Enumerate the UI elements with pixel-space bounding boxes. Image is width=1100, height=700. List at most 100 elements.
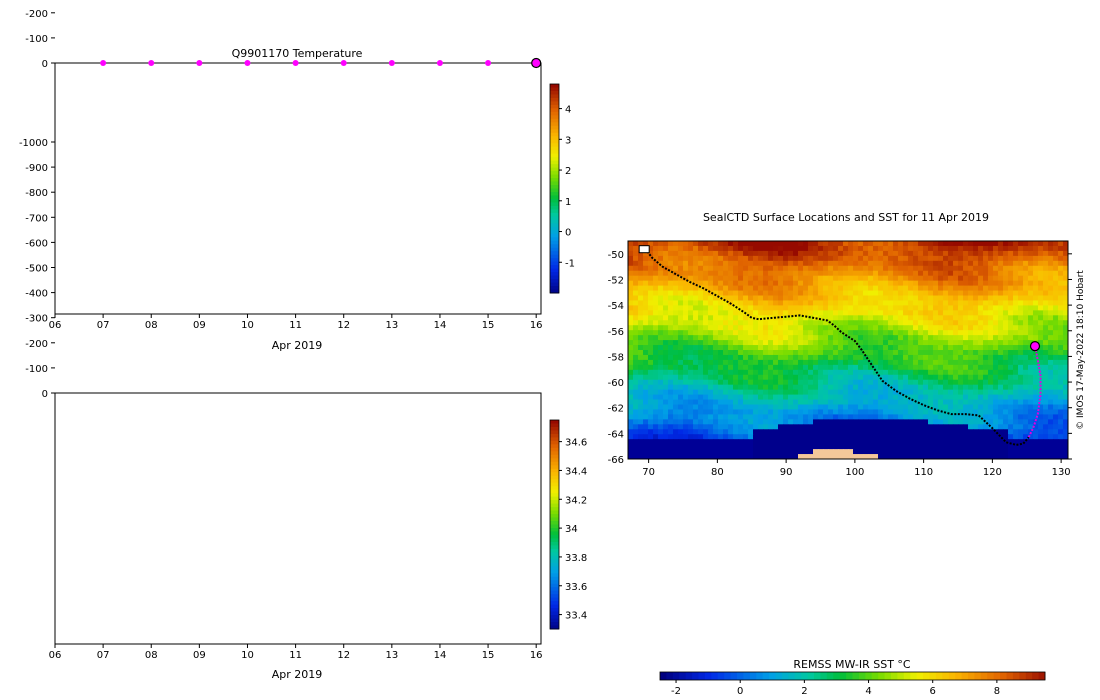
profile-marker bbox=[292, 60, 299, 66]
current-profile-marker bbox=[531, 57, 542, 69]
colorbar-segment bbox=[550, 601, 559, 606]
x-tick-label: 12 bbox=[337, 320, 350, 331]
x-tick-label: 09 bbox=[193, 320, 206, 331]
colorbar-segment bbox=[550, 507, 559, 512]
colorbar-segment bbox=[550, 132, 559, 137]
colorbar-segment bbox=[550, 597, 559, 602]
colorbar-segment bbox=[550, 531, 559, 536]
colorbar-segment bbox=[550, 500, 559, 505]
temperature-axes: 06 07 08 09 10 11 12 13 14 15 16 0 -100 -200 -300 -400 -… bbox=[25, 9, 543, 331]
colorbar-segment bbox=[550, 150, 559, 155]
colorbar-tick-label: 2 bbox=[565, 166, 571, 177]
colorbar-segment bbox=[550, 188, 559, 193]
colorbar-segment bbox=[550, 202, 559, 207]
temperature-profile-markers bbox=[100, 57, 542, 69]
colorbar-segment bbox=[550, 503, 559, 508]
y-tick-label: -100 bbox=[25, 34, 48, 45]
colorbar-segment bbox=[550, 129, 559, 134]
x-tick-label: 16 bbox=[530, 320, 543, 331]
colorbar-segment bbox=[550, 569, 559, 574]
colorbar-segment bbox=[550, 146, 559, 151]
colorbar-segment bbox=[550, 611, 559, 616]
colorbar-segment bbox=[550, 517, 559, 522]
y-tick-label: -700 bbox=[25, 213, 48, 224]
colorbar-segment bbox=[550, 272, 559, 277]
y-tick-label: -900 bbox=[25, 163, 48, 174]
colorbar-tick-label: 0 bbox=[565, 228, 571, 239]
colorbar-tick-label: 33.6 bbox=[565, 582, 587, 593]
colorbar-segment bbox=[550, 524, 559, 529]
x-tick-label: 14 bbox=[434, 320, 447, 331]
y-tick-label: -400 bbox=[25, 289, 48, 300]
colorbar-segment bbox=[550, 486, 559, 491]
x-tick-label: 13 bbox=[385, 320, 398, 331]
colorbar-segment bbox=[550, 451, 559, 456]
x-tick-label: 07 bbox=[97, 320, 110, 331]
colorbar-segment bbox=[550, 219, 559, 224]
colorbar-segment bbox=[550, 548, 559, 553]
colorbar-segment bbox=[550, 514, 559, 519]
colorbar-segment bbox=[550, 420, 559, 424]
profile-marker bbox=[196, 60, 203, 66]
colorbar-segment bbox=[550, 430, 559, 435]
colorbar-segment bbox=[550, 608, 559, 613]
y-tick-label: -1000 bbox=[19, 138, 48, 149]
x-tick-label: 13 bbox=[385, 650, 398, 661]
y-tick-label: 0 bbox=[42, 59, 48, 70]
colorbar-segment bbox=[550, 594, 559, 599]
colorbar-segment bbox=[550, 573, 559, 578]
colorbar-tick-label: 34.2 bbox=[565, 495, 587, 506]
colorbar-segment bbox=[550, 286, 559, 291]
colorbar-segment bbox=[550, 265, 559, 270]
colorbar-segment bbox=[550, 84, 559, 88]
colorbar-segment bbox=[550, 118, 559, 123]
colorbar-segment bbox=[550, 510, 559, 515]
colorbar-segment bbox=[550, 479, 559, 484]
colorbar-segment bbox=[550, 108, 559, 113]
colorbar-segment bbox=[550, 139, 559, 144]
colorbar-segment bbox=[550, 233, 559, 238]
temperature-x-label: Apr 2019 bbox=[272, 339, 323, 352]
y-tick-label: -200 bbox=[25, 339, 48, 350]
x-tick-label: 16 bbox=[530, 650, 543, 661]
colorbar-tick-label: -1 bbox=[565, 258, 575, 269]
colorbar-segment bbox=[550, 489, 559, 494]
colorbar-segment bbox=[550, 440, 559, 445]
colorbar-segment bbox=[550, 237, 559, 242]
colorbar-segment bbox=[550, 282, 559, 287]
colorbar-segment bbox=[550, 289, 559, 294]
temperature-plot-frame bbox=[54, 62, 542, 315]
x-tick-label: 15 bbox=[482, 320, 495, 331]
colorbar-segment bbox=[550, 251, 559, 256]
temperature-title: Q9901170 Temperature bbox=[232, 47, 363, 60]
profile-marker bbox=[340, 60, 347, 66]
colorbar-segment bbox=[550, 268, 559, 273]
colorbar-segment bbox=[550, 90, 559, 95]
colorbar-segment bbox=[550, 493, 559, 498]
colorbar-segment bbox=[550, 212, 559, 217]
colorbar-segment bbox=[550, 223, 559, 228]
profile-marker bbox=[244, 60, 251, 66]
salinity-plot-frame bbox=[54, 392, 542, 645]
colorbar-segment bbox=[550, 205, 559, 210]
colorbar-segment bbox=[550, 465, 559, 470]
temperature-colorbar: -1 0 1 2 3 4 bbox=[549, 83, 575, 294]
colorbar-segment bbox=[550, 576, 559, 581]
colorbar-segment bbox=[550, 580, 559, 585]
colorbar-segment bbox=[550, 244, 559, 249]
colorbar-segment bbox=[550, 104, 559, 109]
colorbar-segment bbox=[550, 583, 559, 588]
colorbar-segment bbox=[550, 433, 559, 438]
colorbar-segment bbox=[550, 209, 559, 214]
colorbar-segment bbox=[550, 538, 559, 543]
colorbar-segment bbox=[550, 482, 559, 487]
colorbar-segment bbox=[550, 230, 559, 235]
colorbar-segment bbox=[550, 87, 559, 92]
x-tick-label: 11 bbox=[289, 650, 302, 661]
colorbar-segment bbox=[550, 198, 559, 203]
colorbar-segment bbox=[550, 444, 559, 449]
x-tick-label: 08 bbox=[145, 650, 158, 661]
profile-marker bbox=[100, 60, 107, 66]
colorbar-segment bbox=[550, 545, 559, 550]
